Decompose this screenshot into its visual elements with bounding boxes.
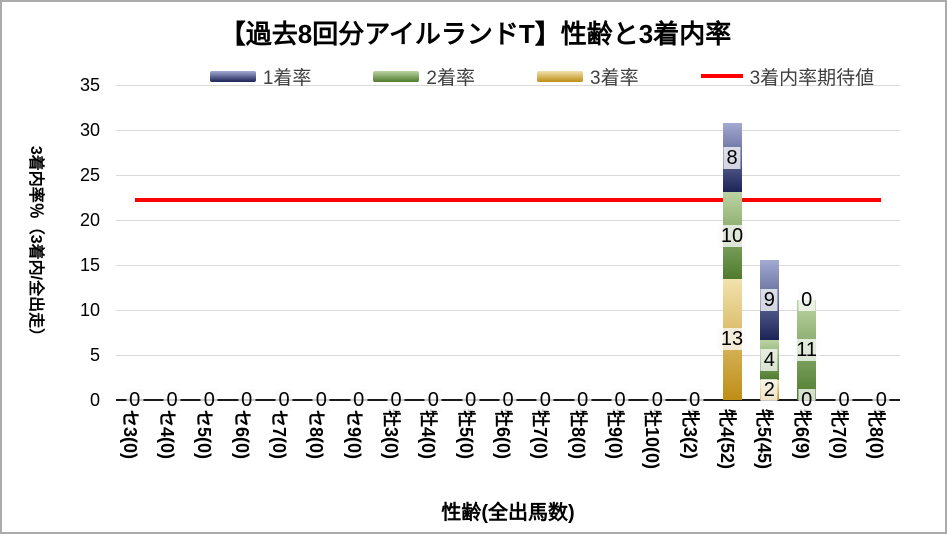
y-tick-label: 25 [79, 165, 100, 185]
y-tick-label: 30 [79, 120, 100, 140]
data-label-3着率-牝5(45): 2 [760, 379, 778, 401]
x-tick-label-牡8(0): 牡8(0) [567, 409, 588, 460]
y-tick-label: 15 [79, 255, 100, 275]
data-label-3着率-牡4(0): 0 [424, 389, 442, 411]
x-tick-label-セ7(0): セ7(0) [269, 409, 289, 460]
data-label-3着率-牡10(0): 0 [648, 389, 666, 411]
legend-line-swatch-icon [700, 74, 743, 78]
data-label-2着率-牝5(45): 4 [760, 349, 778, 372]
legend-label: 3着内率期待値 [749, 67, 875, 89]
y-tick-label: 0 [89, 390, 100, 410]
legend: 1着率 2着率 3着率 3着内率期待値 [162, 62, 922, 90]
data-label-1着率-牝4(52): 8 [723, 146, 741, 169]
x-tick-label-牡5(0): 牡5(0) [455, 409, 476, 460]
data-label-2着率-牝4(52): 10 [717, 224, 747, 247]
y-tick-label: 35 [79, 75, 100, 95]
x-tick-label-牝3(2): 牝3(2) [679, 409, 700, 460]
x-tick-label-セ8(0): セ8(0) [306, 409, 327, 460]
x-tick-label-牝4(52): 牝4(52) [717, 409, 737, 470]
data-label-3着率-牝7(0): 0 [835, 389, 853, 411]
legend-label: 2着率 [426, 67, 475, 89]
legend-item-3着率[interactable]: 3着率 [537, 63, 639, 90]
data-label-3着率-セ7(0): 0 [275, 389, 293, 411]
gridline-5 [116, 355, 900, 356]
legend-item-2着率[interactable]: 2着率 [373, 63, 475, 90]
data-label-1着率-牝6(9): 0 [798, 289, 816, 311]
gridline-25 [116, 175, 900, 176]
data-label-2着率-牝6(9): 11 [793, 339, 821, 361]
data-label-3着率-セ8(0): 0 [312, 389, 330, 411]
data-label-3着率-牡7(0): 0 [536, 389, 554, 411]
x-tick-label-牡10(0): 牡10(0) [642, 409, 663, 470]
data-label-3着率-牡5(0): 0 [462, 389, 480, 411]
legend-box-swatch-icon [209, 70, 256, 82]
y-axis-title: 3着内率％（3着内/全出走） [27, 145, 44, 345]
x-tick-label-牡6(0): 牡6(0) [493, 409, 513, 460]
data-label-3着率-セ6(0): 0 [238, 389, 256, 411]
expected-rate-line[interactable] [134, 198, 882, 203]
data-label-1着率-牝5(45): 9 [760, 289, 778, 312]
data-label-3着率-セ5(0): 0 [200, 389, 218, 411]
data-label-3着率-牡8(0): 0 [574, 389, 592, 411]
legend-box-swatch-icon [537, 70, 583, 82]
chart-title: 【過去8回分アイルランドT】性齢と3着内率 [219, 19, 732, 49]
legend-label: 1着率 [262, 67, 312, 89]
data-label-3着率-セ9(0): 0 [350, 389, 368, 411]
legend-item-3着内率期待値[interactable]: 3着内率期待値 [700, 63, 875, 90]
gridline-20 [116, 220, 900, 221]
legend-label: 3着率 [590, 67, 639, 89]
x-tick-label-セ9(0): セ9(0) [343, 409, 364, 460]
gridline-30 [116, 130, 900, 131]
data-label-3着率-牡6(0): 0 [499, 389, 517, 411]
gridline-35 [116, 85, 900, 86]
data-label-3着率-牝4(52): 13 [717, 328, 747, 351]
x-tick-label-牝8(0): 牝8(0) [866, 409, 887, 460]
x-tick-label-牡4(0): 牡4(0) [418, 409, 439, 460]
legend-item-1着率[interactable]: 1着率 [209, 63, 312, 90]
x-tick-label-セ3(0): セ3(0) [119, 409, 140, 460]
data-label-3着率-牝8(0): 0 [872, 389, 890, 411]
x-tick-label-牡7(0): 牡7(0) [530, 409, 551, 460]
data-label-3着率-セ3(0): 0 [126, 389, 144, 411]
gridline-10 [116, 310, 900, 311]
data-label-3着率-牡3(0): 0 [387, 389, 405, 411]
y-tick-label: 20 [79, 210, 100, 230]
x-tick-label-牝7(0): 牝7(0) [829, 409, 849, 460]
data-label-3着率-セ4(0): 0 [163, 389, 181, 411]
x-tick-label-牝6(9): 牝6(9) [791, 409, 812, 460]
x-tick-label-セ4(0): セ4(0) [157, 409, 177, 460]
legend-box-swatch-icon [373, 70, 420, 82]
x-tick-label-牡3(0): 牡3(0) [381, 409, 401, 460]
data-label-3着率-牝3(2): 0 [686, 389, 704, 411]
x-tick-label-牡9(0): 牡9(0) [605, 409, 625, 460]
data-label-3着率-牝6(9): 0 [798, 389, 816, 411]
y-tick-label: 5 [89, 345, 100, 365]
x-tick-label-セ5(0): セ5(0) [194, 409, 215, 460]
x-axis-title: 性齢(全出馬数) [441, 502, 575, 524]
data-label-3着率-牡9(0): 0 [611, 389, 629, 411]
y-tick-label: 10 [79, 300, 100, 320]
x-tick-label-セ6(0): セ6(0) [231, 409, 252, 460]
x-tick-label-牝5(45): 牝5(45) [754, 409, 775, 470]
gridline-15 [116, 265, 900, 266]
